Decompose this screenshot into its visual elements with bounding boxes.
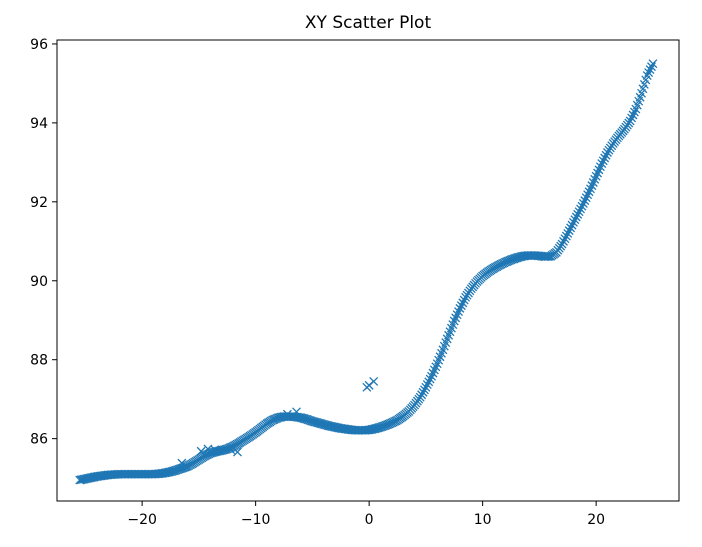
scatter-point — [628, 110, 638, 120]
scatter-point — [424, 377, 434, 387]
scatter-point — [577, 201, 587, 211]
scatter-point — [282, 409, 292, 419]
y-tick-label: 90 — [30, 274, 48, 290]
y-tick-label: 96 — [30, 37, 48, 53]
scatter-point — [629, 107, 639, 117]
scatter-point — [576, 204, 585, 214]
scatter-point — [559, 236, 568, 246]
scatter-point — [600, 153, 610, 163]
y-tick-label: 94 — [30, 116, 48, 132]
scatter-point — [177, 458, 187, 468]
scatter-point — [421, 382, 431, 392]
scatter-point — [561, 231, 571, 241]
scatter-point — [574, 207, 584, 217]
scatter-point — [564, 226, 574, 236]
axes-layer: −20 −10 0 10 20 86 88 90 92 94 96 — [30, 37, 680, 528]
x-tick-label: −20 — [127, 512, 157, 528]
scatter-point — [362, 382, 372, 392]
scatter-point — [459, 295, 469, 305]
scatter-point — [573, 209, 583, 219]
x-tick-label: 10 — [474, 512, 492, 528]
scatter-point — [644, 68, 654, 78]
scatter-point — [567, 220, 577, 230]
plot-frame — [56, 39, 680, 502]
scatter-point — [627, 113, 637, 123]
y-tick-label: 86 — [30, 432, 48, 448]
scatter-point — [458, 298, 468, 308]
x-tick-label: 20 — [587, 512, 605, 528]
scatter-point — [226, 445, 236, 455]
y-tick-label: 88 — [30, 353, 48, 369]
scatter-point — [417, 390, 427, 400]
scatter-point — [647, 62, 656, 72]
scatter-point — [544, 251, 554, 261]
marks-layer — [75, 59, 658, 485]
scatter-point — [584, 187, 594, 197]
scatter-point — [566, 223, 576, 233]
scatter-point — [455, 303, 465, 313]
scatter-point — [625, 116, 635, 126]
scatter-point — [456, 301, 466, 311]
scatter-point — [210, 445, 220, 455]
scatter-point — [578, 198, 588, 208]
scatter-point — [642, 71, 652, 80]
scatter-point — [557, 239, 567, 249]
scatter-point — [580, 196, 590, 206]
scatter-point — [560, 234, 570, 244]
scatter-point — [563, 228, 573, 238]
x-tick-label: −10 — [241, 512, 271, 528]
scatter-point — [425, 374, 435, 384]
scatter-point — [420, 385, 429, 395]
scatter-point — [570, 215, 580, 225]
scatter-point — [597, 159, 607, 168]
scatter-point — [568, 217, 578, 227]
scatter-point — [645, 65, 655, 75]
scatter-point — [233, 447, 242, 457]
scatter-point — [422, 380, 432, 390]
x-tick-label: 0 — [365, 512, 374, 528]
chart-title: XY Scatter Plot — [305, 13, 432, 33]
scatter-point — [601, 150, 611, 160]
scatter-point — [583, 190, 593, 200]
y-tick-label: 92 — [30, 195, 48, 211]
scatter-point — [648, 59, 658, 69]
scatter-point — [571, 212, 581, 222]
scatter-point — [292, 407, 301, 417]
scatter-point — [598, 156, 608, 166]
scatter-point — [196, 446, 206, 456]
scatter-point — [415, 392, 425, 402]
scatter-point — [581, 193, 591, 203]
scatter-point — [418, 387, 428, 397]
